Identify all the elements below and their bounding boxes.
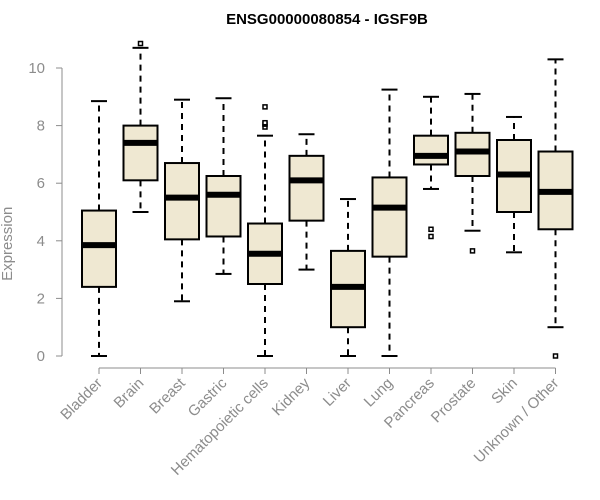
y-tick-label: 10 bbox=[28, 60, 45, 77]
x-tick-label: Prostate bbox=[428, 375, 480, 427]
iqr-box bbox=[288, 154, 325, 222]
outlier-point bbox=[428, 233, 434, 240]
y-tick-label: 2 bbox=[37, 290, 45, 307]
iqr-box bbox=[205, 175, 242, 238]
box-prostate bbox=[454, 92, 491, 254]
outlier-point bbox=[262, 119, 268, 126]
box-brain bbox=[122, 40, 159, 213]
box-unknown-other bbox=[537, 58, 574, 359]
x-tick-label: Lung bbox=[361, 375, 397, 411]
iqr-box bbox=[413, 134, 449, 166]
box-gastric bbox=[205, 97, 242, 275]
box-bladder bbox=[81, 100, 117, 357]
y-axis-label: Expression bbox=[0, 207, 16, 281]
x-tick-label: Skin bbox=[488, 375, 521, 408]
x-tick-label: Liver bbox=[320, 375, 355, 410]
outlier-point bbox=[469, 248, 476, 254]
box-breast bbox=[164, 98, 200, 303]
box-liver bbox=[330, 198, 366, 357]
y-tick-label: 4 bbox=[37, 233, 45, 250]
y-tick-label: 8 bbox=[37, 118, 45, 135]
x-tick-label: Kidney bbox=[269, 374, 314, 419]
iqr-box bbox=[81, 209, 117, 288]
x-tick-label: Brain bbox=[111, 375, 148, 412]
box-skin bbox=[496, 115, 532, 254]
outlier-point bbox=[552, 353, 559, 359]
outlier-point bbox=[262, 104, 268, 110]
box-pancreas bbox=[413, 95, 449, 240]
outlier-point bbox=[428, 226, 434, 233]
y-tick-label: 0 bbox=[37, 348, 45, 365]
box-lung bbox=[371, 88, 408, 357]
box-hematopoietic-cells bbox=[247, 104, 283, 357]
outlier-point bbox=[137, 40, 144, 47]
y-tick-label: 6 bbox=[37, 175, 45, 192]
chart-title: ENSG00000080854 - IGSF9B bbox=[226, 11, 428, 28]
iqr-box bbox=[371, 176, 408, 258]
x-tick-label: Breast bbox=[146, 374, 189, 417]
iqr-box bbox=[164, 162, 200, 241]
box-kidney bbox=[288, 133, 325, 271]
box-group bbox=[81, 40, 574, 359]
y-axis: 0 2 4 6 8 10 bbox=[28, 60, 63, 365]
x-tick-label: Bladder bbox=[57, 375, 106, 424]
iqr-box bbox=[122, 124, 159, 182]
